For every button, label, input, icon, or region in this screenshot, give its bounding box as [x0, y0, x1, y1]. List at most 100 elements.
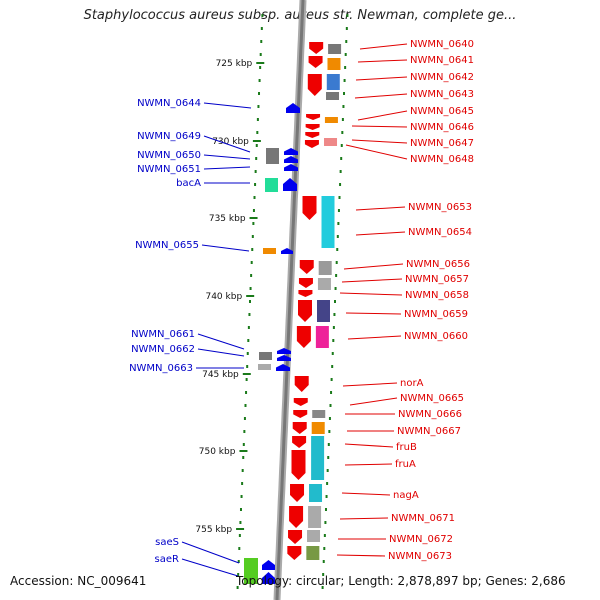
plus-gene-label-NWMN_0641: NWMN_0641 — [410, 55, 474, 66]
gene-leader-line — [355, 206, 406, 211]
gene-leader-line — [345, 144, 408, 160]
gene-leader-line — [203, 166, 251, 170]
strand-dot — [327, 443, 330, 446]
topology-text: Topology: circular; Length: 2,878,897 bp… — [236, 574, 566, 588]
strand-dot — [243, 417, 246, 420]
strand-dot — [255, 157, 258, 160]
plus-gene-label-NWMN_0672: NWMN_0672 — [389, 534, 453, 545]
plus-gene-label-NWMN_0640: NWMN_0640 — [410, 39, 474, 50]
strand-dot — [340, 144, 343, 147]
plus-strand-arrow — [293, 410, 308, 418]
strand-dot — [331, 352, 334, 355]
plus-gene-label-NWMN_0648: NWMN_0648 — [410, 154, 474, 165]
strand-dot — [328, 430, 331, 433]
plus-gene-label-NWMN_0654: NWMN_0654 — [408, 227, 472, 238]
minus-gene-label-saeR: saeR — [155, 554, 179, 565]
strand-dot — [324, 521, 327, 524]
plus-strand-arrow — [287, 546, 302, 560]
plus-gene-label-nagA: nagA — [393, 490, 419, 501]
strand-dot — [238, 534, 241, 537]
strand-dot — [340, 157, 343, 160]
gene-leader-line — [345, 312, 402, 315]
accession-text: Accession: NC_009641 — [10, 574, 147, 588]
ruler-tick-label: 735 kbp — [209, 214, 246, 224]
plus-strand-feature — [308, 506, 322, 528]
strand-dot — [343, 92, 346, 95]
plus-gene-label-NWMN_0667: NWMN_0667 — [397, 426, 461, 437]
plus-strand-arrow — [302, 196, 317, 220]
plus-strand-arrow — [309, 42, 324, 54]
gene-leader-line — [347, 335, 402, 340]
plus-strand-arrow — [288, 530, 303, 544]
strand-dot — [335, 274, 338, 277]
strand-dot — [251, 248, 254, 251]
strand-dot — [244, 404, 247, 407]
gene-leader-line — [341, 492, 391, 496]
minus-strand-arrow — [284, 156, 298, 163]
ruler-tick-label: 740 kbp — [205, 292, 242, 302]
strand-dot — [326, 469, 329, 472]
strand-dot — [342, 105, 345, 108]
plus-strand-feature — [326, 92, 340, 100]
plus-gene-label-NWMN_0665: NWMN_0665 — [400, 393, 464, 404]
strand-dot — [341, 118, 344, 121]
strand-dot — [325, 495, 328, 498]
strand-dot — [238, 547, 241, 550]
plus-gene-label-NWMN_0647: NWMN_0647 — [410, 138, 474, 149]
strand-dot — [250, 261, 253, 264]
strand-dot — [341, 131, 344, 134]
plus-strand-arrow — [293, 398, 308, 406]
plus-gene-label-NWMN_0673: NWMN_0673 — [388, 551, 452, 562]
plus-strand-arrow — [294, 376, 309, 392]
strand-dot — [243, 430, 246, 433]
minus-strand-feature — [258, 364, 271, 370]
strand-dot — [250, 274, 253, 277]
strand-dot — [258, 92, 261, 95]
strand-dot — [242, 456, 245, 459]
strand-dot — [335, 261, 338, 264]
plus-strand-arrow — [299, 260, 314, 274]
strand-dot — [337, 222, 340, 225]
plus-strand-arrow — [298, 290, 313, 297]
strand-dot — [346, 14, 349, 17]
plus-strand-arrow — [291, 450, 306, 480]
strand-dot — [241, 482, 244, 485]
gene-leader-line — [344, 463, 393, 466]
gene-leader-line — [359, 43, 408, 50]
strand-dot — [251, 235, 254, 238]
plus-strand-feature — [318, 261, 332, 275]
strand-dot — [242, 443, 245, 446]
ruler-tick-label: 730 kbp — [212, 137, 249, 147]
strand-dot — [321, 586, 324, 589]
plus-strand-feature — [324, 138, 338, 146]
minus-strand-feature — [259, 352, 272, 360]
gene-leader-line — [203, 102, 252, 109]
strand-dot — [246, 365, 249, 368]
strand-dot — [337, 209, 340, 212]
ruler-tick-label: 745 kbp — [202, 370, 239, 380]
strand-dot — [239, 521, 242, 524]
minus-strand-arrow — [281, 248, 293, 254]
plus-strand-feature — [327, 58, 341, 70]
minus-strand-arrow — [284, 148, 298, 155]
minus-strand-arrow — [283, 178, 297, 191]
strand-dot — [344, 66, 347, 69]
strand-dot — [245, 391, 248, 394]
plus-strand-guide — [321, 14, 349, 589]
strand-dot — [327, 456, 330, 459]
strand-dot — [245, 378, 248, 381]
minus-strand-arrow — [262, 572, 275, 584]
strand-dot — [248, 313, 251, 316]
strand-dot — [345, 40, 348, 43]
plus-strand-feature — [321, 196, 335, 248]
gene-leader-line — [201, 244, 250, 252]
plus-strand-feature — [328, 44, 342, 54]
minus-strand-feature — [244, 558, 258, 584]
strand-dot — [249, 287, 252, 290]
minus-strand-arrow — [276, 364, 290, 371]
plus-gene-label-NWMN_0653: NWMN_0653 — [408, 202, 472, 213]
strand-dot — [256, 131, 259, 134]
minus-gene-label-NWMN_0661: NWMN_0661 — [131, 329, 195, 340]
plus-gene-label-NWMN_0671: NWMN_0671 — [391, 513, 455, 524]
